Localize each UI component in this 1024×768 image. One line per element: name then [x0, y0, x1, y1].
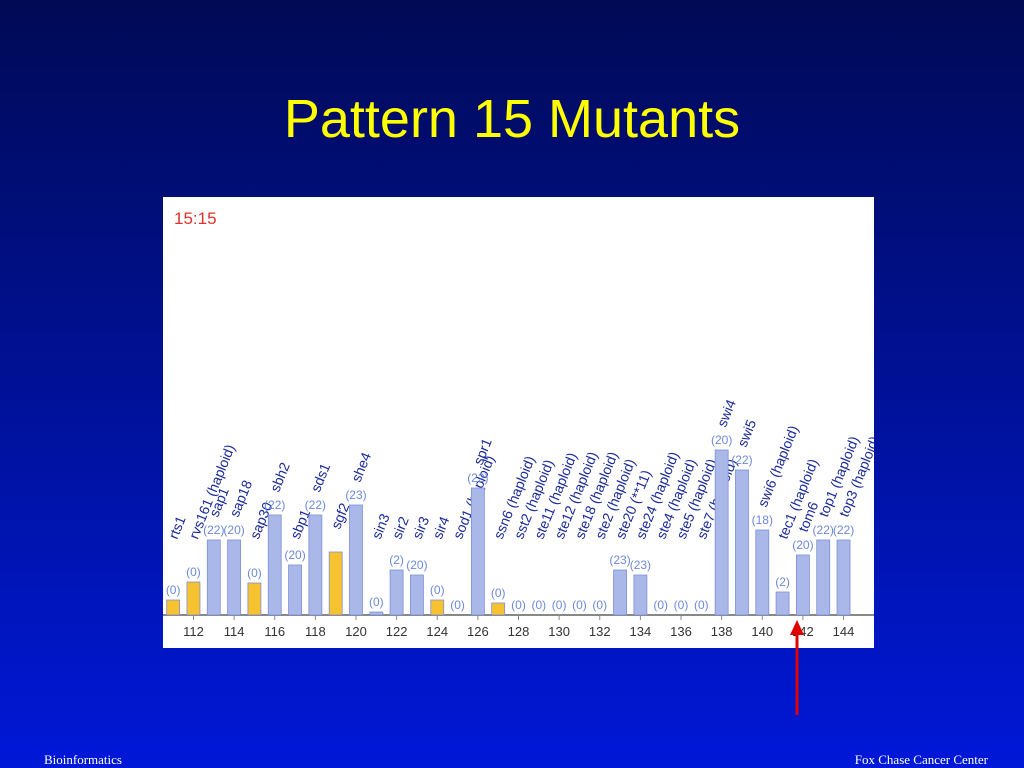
x-tick-label: 132 [589, 624, 611, 639]
count-label: (0) [552, 598, 567, 612]
bar [633, 574, 648, 616]
count-label: (0) [572, 598, 587, 612]
count-label: (20) [711, 433, 732, 447]
bar [836, 539, 851, 616]
mutant-label: sir3 [409, 514, 432, 541]
x-tick-label: 120 [345, 624, 367, 639]
count-label: (0) [694, 598, 709, 612]
bar [247, 582, 262, 616]
bar [735, 469, 749, 616]
bar [308, 514, 323, 616]
x-tick-label: 136 [670, 624, 692, 639]
count-label: (22) [305, 498, 326, 512]
count-label: (0) [511, 598, 526, 612]
count-label: (18) [752, 513, 773, 527]
mutant-label: sir2 [389, 514, 412, 541]
count-label: (20) [284, 548, 305, 562]
count-label: (0) [592, 598, 607, 612]
bar [389, 569, 404, 616]
count-label: (0) [491, 586, 506, 600]
count-label: (0) [369, 595, 384, 609]
count-label: (23) [609, 553, 630, 567]
count-label: (0) [653, 598, 668, 612]
x-tick-label: 116 [264, 624, 285, 639]
bar [816, 539, 831, 616]
count-label: (0) [166, 583, 181, 597]
count-label: (0) [186, 565, 201, 579]
x-tick-label: 112 [183, 624, 204, 639]
x-tick-label: 126 [467, 624, 489, 639]
bar [410, 574, 424, 616]
count-label: (0) [450, 598, 465, 612]
bar [267, 514, 282, 616]
count-label: (22) [813, 523, 834, 537]
count-label: (0) [674, 598, 689, 612]
bar [796, 554, 810, 616]
count-label: (2) [389, 553, 404, 567]
count-label: (23) [345, 488, 366, 502]
x-tick-label: 130 [548, 624, 570, 639]
x-tick-label: 124 [426, 624, 448, 639]
count-label: (22) [467, 471, 488, 485]
count-label: (22) [203, 523, 224, 537]
bar [227, 539, 242, 616]
x-tick-label: 144 [833, 624, 855, 639]
bar [775, 591, 790, 616]
count-label: (20) [792, 538, 813, 552]
count-label: (22) [264, 498, 285, 512]
x-tick-label: 114 [224, 624, 245, 639]
count-label: (23) [630, 558, 651, 572]
bar [369, 611, 384, 616]
count-label: (0) [430, 583, 445, 597]
arrow-head [790, 620, 804, 635]
x-tick-label: 138 [711, 624, 733, 639]
count-label: (22) [731, 453, 752, 467]
count-label: (0) [247, 566, 262, 580]
x-tick-label: 128 [508, 624, 530, 639]
bar [430, 599, 445, 616]
count-label: (20) [223, 523, 244, 537]
count-label: (2) [775, 575, 790, 589]
footer-left: Bioinformatics [44, 752, 122, 767]
x-tick-label: 134 [630, 624, 652, 639]
bar [613, 569, 627, 616]
footer-right: Fox Chase Cancer Center [855, 752, 989, 767]
count-label: (20) [406, 558, 427, 572]
bar [206, 539, 221, 616]
bar [714, 449, 729, 616]
plot: 15:15 112 114 116 118 120 122 124 126 128 130 132 1… [163, 209, 874, 639]
count-label: (22) [833, 523, 854, 537]
count-label: (0) [531, 598, 546, 612]
x-tick-label: 140 [751, 624, 773, 639]
chart-title: 15:15 [174, 209, 217, 228]
bar [349, 504, 363, 616]
bar [470, 487, 485, 616]
bar [755, 529, 770, 616]
bar [186, 581, 201, 616]
mutant-label: sir4 [429, 514, 452, 541]
x-tick-label: 118 [305, 624, 326, 639]
slide-title: Pattern 15 Mutants [284, 89, 740, 149]
bar [166, 599, 181, 616]
x-tick-label: 122 [386, 624, 408, 639]
bar [288, 564, 302, 616]
bar [328, 551, 343, 616]
bar [491, 602, 506, 616]
